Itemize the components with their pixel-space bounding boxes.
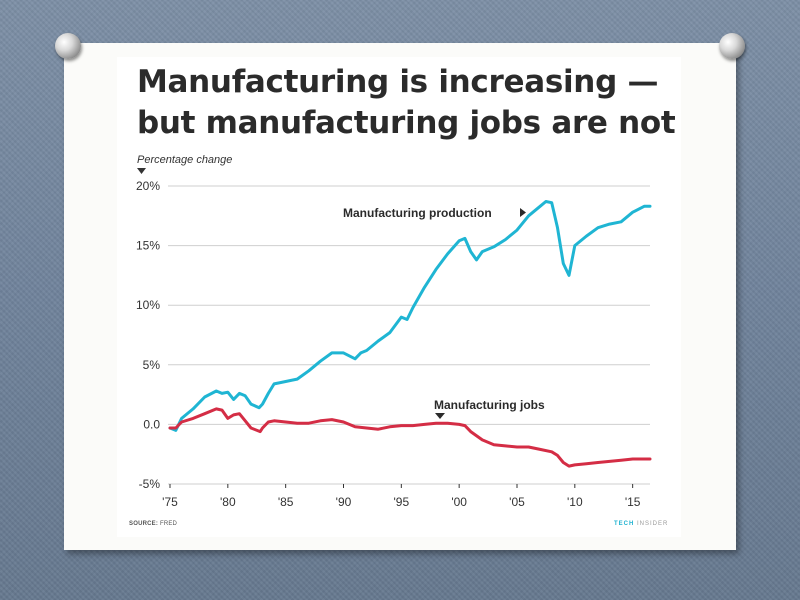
y-axis-label: Percentage change	[137, 154, 232, 166]
down-arrow-icon	[137, 168, 146, 174]
x-tick-label: '10	[567, 495, 583, 509]
x-tick-label: '00	[451, 495, 467, 509]
series-label-production: Manufacturing production	[343, 206, 492, 220]
y-tick-label: 20%	[136, 179, 160, 193]
source-note: SOURCE: FRED	[129, 521, 177, 527]
brand-tech: TECH	[614, 521, 635, 527]
pushpin-icon	[719, 33, 745, 59]
chart-title: Manufacturing is increasing — but manufa…	[137, 62, 677, 144]
brand-insider: INSIDER	[637, 521, 669, 527]
y-tick-label: -5%	[139, 477, 161, 491]
x-tick-label: '75	[162, 495, 178, 509]
chart-title-line-2: but manufacturing jobs are not	[137, 105, 676, 141]
right-arrow-icon	[520, 208, 526, 217]
series-label-jobs: Manufacturing jobs	[434, 398, 545, 412]
chart-title-line-1: Manufacturing is increasing —	[137, 64, 659, 100]
chart-card	[117, 57, 681, 537]
series-lines	[168, 200, 652, 468]
y-tick-label: 10%	[136, 298, 160, 312]
series-line-production	[168, 200, 652, 432]
pushpin-icon	[55, 33, 81, 59]
brand-logo: TECH INSIDER	[614, 521, 668, 527]
x-tick-label: '95	[394, 495, 410, 509]
grid	[168, 185, 650, 485]
y-axis: 20% 15% 10% 5% 0.0 -5%	[136, 179, 160, 491]
x-tick-label: '15	[625, 495, 641, 509]
x-tick-label: '85	[278, 495, 294, 509]
source-value: FRED	[159, 521, 178, 527]
x-axis: '75 '80 '85 '90 '95 '00 '05 '10 '15	[162, 484, 641, 509]
series-line-jobs	[168, 407, 652, 468]
source-label: SOURCE:	[129, 521, 159, 527]
down-arrow-icon	[435, 413, 445, 419]
y-tick-label: 15%	[136, 239, 160, 253]
x-tick-label: '90	[336, 495, 352, 509]
y-tick-label: 0.0	[143, 417, 160, 431]
y-tick-label: 5%	[143, 358, 161, 372]
x-tick-label: '80	[220, 495, 236, 509]
x-tick-label: '05	[509, 495, 525, 509]
